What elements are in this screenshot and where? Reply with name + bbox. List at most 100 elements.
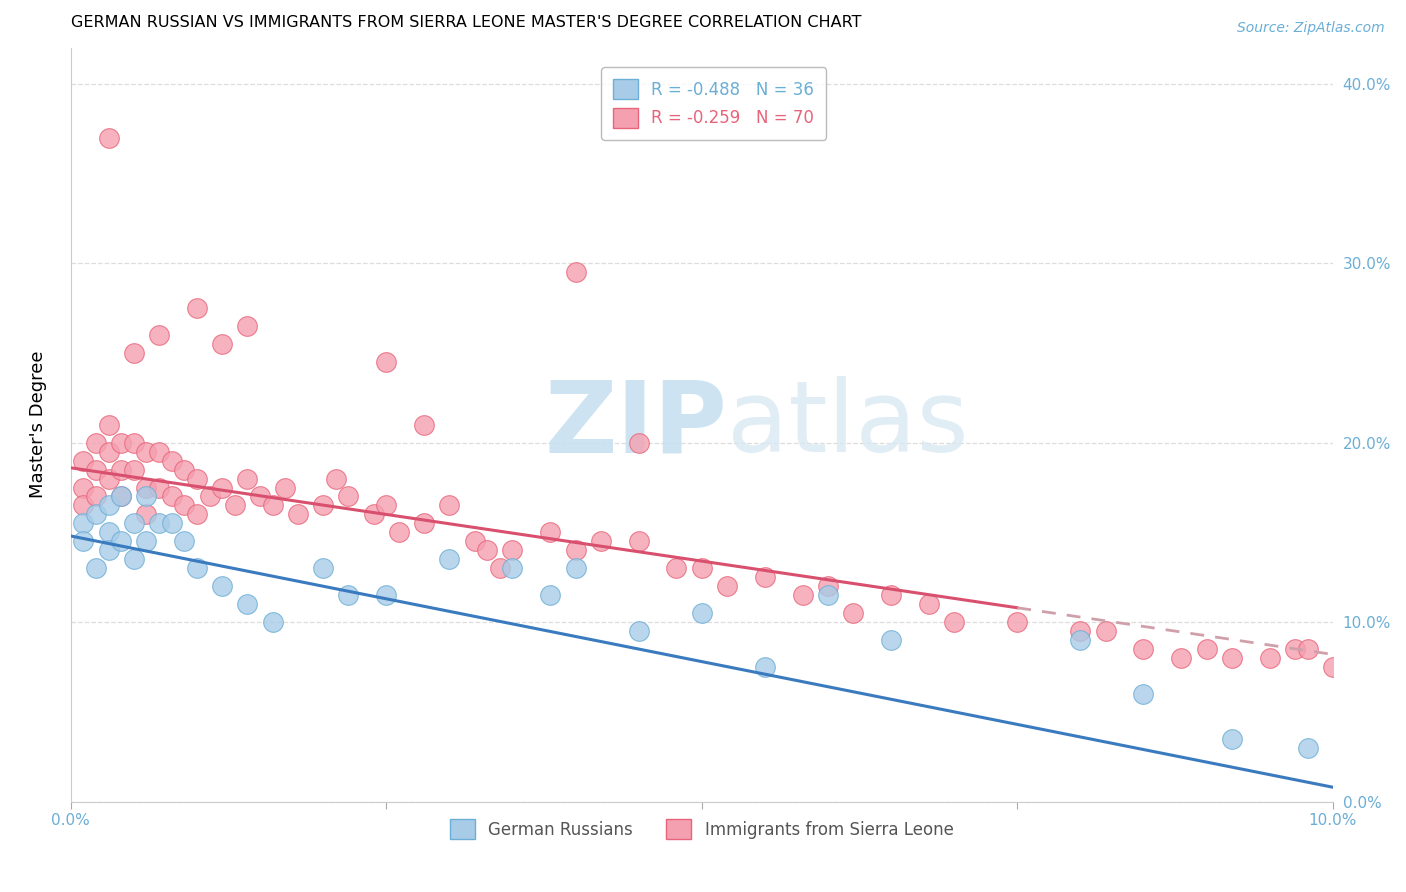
Point [186, 471, 208, 485]
Point [72, 499, 94, 513]
Point [325, 471, 347, 485]
Point [538, 588, 561, 602]
Point [287, 508, 309, 522]
Point [122, 346, 145, 360]
Point [1069, 633, 1091, 648]
Point [110, 490, 132, 504]
Point [312, 561, 335, 575]
Point [1094, 624, 1116, 638]
Point [363, 508, 385, 522]
Point [1296, 740, 1319, 755]
Point [135, 534, 157, 549]
Point [110, 490, 132, 504]
Point [110, 462, 132, 476]
Point [589, 534, 612, 549]
Point [135, 508, 157, 522]
Point [817, 588, 839, 602]
Point [754, 660, 776, 674]
Point [274, 481, 297, 495]
Point [97, 499, 120, 513]
Point [388, 525, 411, 540]
Point [173, 499, 195, 513]
Point [72, 453, 94, 467]
Point [375, 355, 398, 369]
Point [148, 328, 170, 343]
Point [97, 417, 120, 432]
Point [110, 534, 132, 549]
Point [564, 265, 586, 279]
Point [337, 490, 360, 504]
Point [943, 615, 966, 629]
Point [880, 588, 903, 602]
Point [211, 337, 233, 351]
Point [135, 444, 157, 458]
Point [1296, 642, 1319, 657]
Point [413, 516, 436, 531]
Point [97, 444, 120, 458]
Point [236, 471, 259, 485]
Point [135, 481, 157, 495]
Point [564, 543, 586, 558]
Point [627, 435, 650, 450]
Point [160, 516, 183, 531]
Point [564, 561, 586, 575]
Point [1132, 687, 1154, 701]
Point [842, 606, 865, 620]
Point [148, 481, 170, 495]
Point [198, 490, 221, 504]
Text: GERMAN RUSSIAN VS IMMIGRANTS FROM SIERRA LEONE MASTER'S DEGREE CORRELATION CHART: GERMAN RUSSIAN VS IMMIGRANTS FROM SIERRA… [70, 15, 860, 30]
Point [375, 588, 398, 602]
Point [312, 499, 335, 513]
Point [1220, 651, 1243, 665]
Point [186, 508, 208, 522]
Point [413, 417, 436, 432]
Point [918, 597, 941, 611]
Point [880, 633, 903, 648]
Point [236, 597, 259, 611]
Point [1284, 642, 1306, 657]
Point [792, 588, 814, 602]
Point [262, 499, 284, 513]
Point [337, 588, 360, 602]
Point [475, 543, 498, 558]
Point [84, 462, 107, 476]
Point [1322, 660, 1344, 674]
Point [97, 525, 120, 540]
Point [72, 516, 94, 531]
Point [122, 462, 145, 476]
Point [148, 444, 170, 458]
Point [160, 453, 183, 467]
Point [1258, 651, 1281, 665]
Point [538, 525, 561, 540]
Point [1069, 624, 1091, 638]
Point [262, 615, 284, 629]
Point [84, 435, 107, 450]
Point [817, 579, 839, 593]
Point [716, 579, 738, 593]
Point [72, 534, 94, 549]
Point [501, 561, 523, 575]
Point [211, 481, 233, 495]
Point [501, 543, 523, 558]
Point [173, 534, 195, 549]
Point [754, 570, 776, 584]
Point [1007, 615, 1029, 629]
Y-axis label: Master's Degree: Master's Degree [30, 351, 46, 499]
Point [627, 534, 650, 549]
Point [211, 579, 233, 593]
Point [375, 499, 398, 513]
Point [488, 561, 510, 575]
Point [1220, 731, 1243, 746]
Point [122, 516, 145, 531]
Text: ZIP: ZIP [544, 376, 727, 473]
Point [464, 534, 486, 549]
Point [439, 499, 461, 513]
Point [186, 301, 208, 315]
Point [186, 561, 208, 575]
Point [84, 508, 107, 522]
Point [439, 552, 461, 566]
Legend: German Russians, Immigrants from Sierra Leone: German Russians, Immigrants from Sierra … [443, 813, 960, 846]
Point [249, 490, 271, 504]
Text: Source: ZipAtlas.com: Source: ZipAtlas.com [1237, 21, 1385, 35]
Point [97, 543, 120, 558]
